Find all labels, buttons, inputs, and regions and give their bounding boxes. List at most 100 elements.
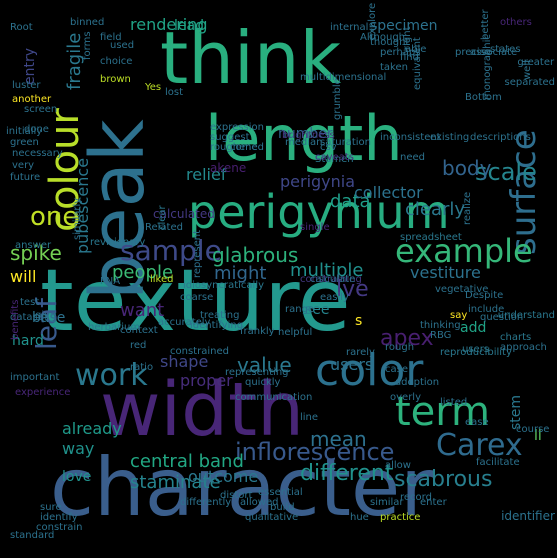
cloud-word: Root	[10, 22, 33, 33]
cloud-word: well	[522, 60, 533, 80]
cloud-word: others	[500, 17, 532, 28]
cloud-word: outcome	[188, 467, 258, 486]
cloud-word: entry	[22, 48, 38, 85]
cloud-word: term	[395, 389, 490, 435]
cloud-word: field	[100, 32, 122, 43]
cloud-word: number	[278, 126, 333, 142]
cloud-word: another	[12, 94, 52, 105]
cloud-word: thought	[370, 37, 409, 48]
cloud-word: different	[300, 461, 394, 486]
cloud-word: identifying	[190, 320, 243, 331]
cloud-word: collector	[354, 183, 423, 202]
cloud-word: precise	[455, 47, 491, 58]
cloud-word: brown	[100, 74, 131, 85]
cloud-word: liked	[150, 274, 174, 285]
cloud-word: glabrous	[212, 243, 298, 267]
cloud-word: adoption	[395, 377, 439, 388]
cloud-word: calculated	[153, 207, 215, 221]
cloud-word: rarely	[346, 347, 375, 358]
cloud-word: clearly	[405, 199, 465, 220]
cloud-word: spike	[10, 241, 62, 265]
cloud-word: allow	[385, 460, 411, 471]
cloud-word: ratio	[130, 362, 153, 373]
cloud-word: realize	[462, 192, 473, 225]
cloud-word: ll	[534, 428, 542, 444]
cloud-word: idiosyncratically	[183, 280, 264, 291]
cloud-word: come	[230, 142, 258, 153]
cloud-word: separated	[505, 77, 556, 88]
cloud-word: course	[516, 424, 549, 435]
cloud-word: initially	[6, 126, 42, 137]
cloud-word: very	[12, 160, 34, 171]
cloud-word: value	[237, 353, 292, 377]
cloud-word: love	[62, 469, 91, 485]
cloud-word: width	[100, 367, 304, 453]
cloud-word: think	[160, 16, 342, 100]
cloud-word: equivalent	[412, 37, 423, 90]
cloud-word: context	[120, 325, 158, 336]
cloud-word: qualitative	[245, 512, 298, 523]
cloud-word: approach	[500, 342, 547, 353]
cloud-word: calculate	[310, 274, 355, 285]
cloud-word: grumble	[332, 78, 343, 120]
cloud-word: suggest	[210, 132, 250, 143]
cloud-word: median	[285, 137, 323, 148]
cloud-word: internal	[330, 22, 368, 33]
cloud-word: example	[395, 232, 533, 270]
cloud-word: way	[62, 439, 94, 458]
cloud-word: want	[120, 300, 164, 321]
cloud-word: colour	[42, 108, 88, 232]
cloud-word: better	[480, 9, 491, 40]
cloud-word: inconsistent	[380, 132, 441, 143]
cloud-word: build	[270, 502, 295, 513]
cloud-word: binned	[70, 17, 104, 28]
cloud-word: vestiture	[410, 263, 481, 282]
cloud-word: central band	[130, 451, 244, 472]
cloud-word: greater	[517, 57, 555, 68]
cloud-word: monographic	[482, 34, 493, 100]
cloud-word: distort	[220, 490, 252, 501]
cloud-word: shape	[160, 352, 208, 371]
cloud-word: coarse	[180, 292, 213, 303]
cloud-word: treating	[200, 310, 239, 321]
cloud-word: future	[10, 172, 40, 183]
cloud-word: apex	[380, 326, 434, 351]
cloud-word: similarly	[72, 198, 83, 240]
cloud-word: inflorescence	[235, 438, 394, 466]
cloud-word: need	[400, 152, 425, 163]
cloud-word: similar	[370, 497, 404, 508]
cloud-word: relief	[186, 165, 227, 184]
cloud-word: constrained	[170, 346, 229, 357]
cloud-word: test	[20, 297, 39, 308]
cloud-word: work	[75, 358, 148, 393]
cloud-word: done	[24, 124, 49, 135]
cloud-word: lead	[174, 18, 204, 34]
cloud-word: roughened	[210, 142, 264, 153]
cloud-word: standard	[10, 530, 54, 541]
cloud-word: benefits	[10, 300, 21, 340]
cloud-word: red	[130, 340, 146, 351]
cloud-word: choice	[100, 56, 132, 67]
cloud-word: luster	[12, 80, 41, 91]
cloud-word: communication	[235, 392, 312, 403]
cloud-word: see	[305, 302, 330, 318]
cloud-word: fragile	[64, 33, 85, 90]
cloud-word: helpful	[278, 327, 312, 338]
cloud-word: states	[490, 44, 521, 55]
cloud-word: people	[112, 262, 173, 283]
cloud-word: lost	[165, 87, 183, 98]
cloud-word: multidimensional	[300, 72, 386, 83]
cloud-word: represent	[192, 230, 203, 278]
cloud-word: range	[285, 304, 314, 315]
cloud-word: facilitate	[476, 457, 520, 468]
cloud-word: brightness	[282, 130, 335, 141]
cloud-word: hard	[12, 333, 44, 349]
cloud-word: able	[405, 44, 426, 55]
cloud-word: enter	[420, 497, 448, 508]
cloud-word: spreadsheet	[400, 232, 462, 243]
cloud-word: necessary	[12, 148, 63, 159]
cloud-word: color	[315, 345, 424, 396]
cloud-word: representing	[225, 367, 289, 378]
